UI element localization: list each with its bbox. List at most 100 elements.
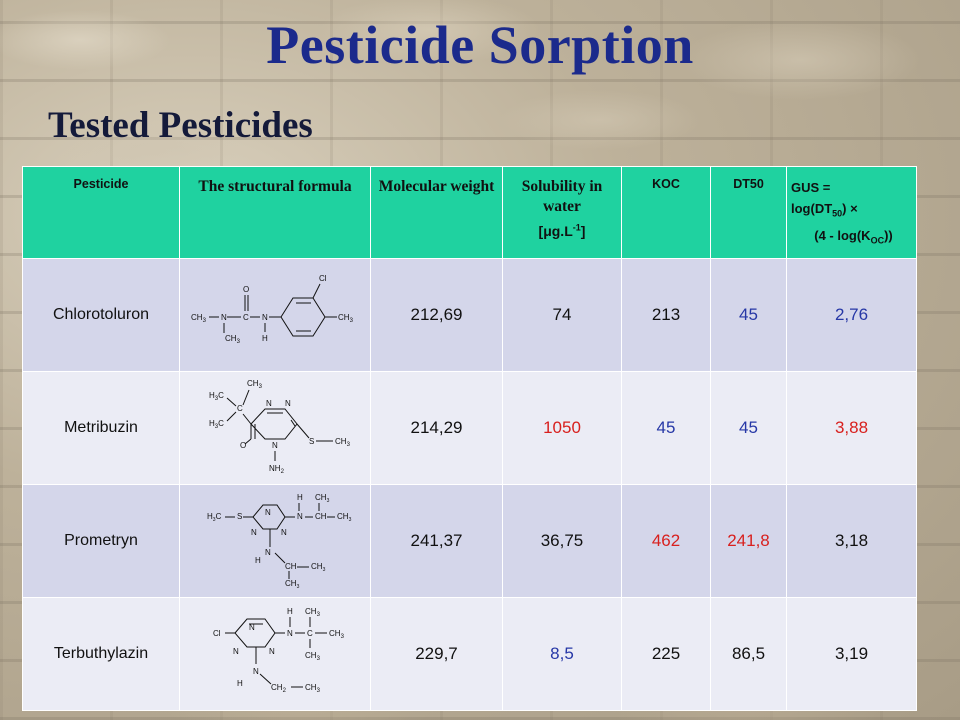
svg-text:CH3: CH3: [305, 607, 321, 618]
gus-line3-sub: OC: [870, 235, 885, 246]
svg-text:H: H: [297, 493, 303, 502]
header-solubility: Solubility in water [μg.L-1]: [502, 166, 622, 259]
header-gus: GUS = log(DT50) × (4 - log(KOC)): [786, 166, 917, 259]
structural-formula-prometryn: H3C S N N N N H CH CH3: [179, 484, 371, 598]
svg-text:Cl: Cl: [213, 629, 221, 638]
gus-line2-sub: 50: [832, 208, 843, 219]
svg-text:N: N: [233, 647, 239, 656]
svg-text:C: C: [243, 313, 249, 322]
molecular-weight: 229,7: [370, 597, 503, 711]
pesticide-name: Metribuzin: [22, 371, 180, 485]
svg-text:N: N: [297, 512, 303, 521]
structural-formula-terbuthylazin: Cl N N N N H C CH3 CH3: [179, 597, 371, 711]
table-header-row: Pesticide The structural formula Molecul…: [22, 166, 917, 259]
header-koc: KOC: [621, 166, 711, 259]
header-solubility-label: Solubility in water: [521, 178, 603, 215]
svg-text:CH3: CH3: [305, 683, 321, 694]
gus-line2-b: ) ×: [842, 201, 858, 216]
header-solubility-unit: [μg.L-1]: [538, 222, 586, 239]
gus-line2-a: log(DT: [791, 201, 833, 216]
header-structural-formula: The structural formula: [179, 166, 371, 259]
solubility: 1050: [502, 371, 622, 485]
page-title: Pesticide Sorption: [266, 15, 694, 75]
svg-text:O: O: [240, 441, 246, 450]
svg-text:Cl: Cl: [319, 274, 327, 283]
dt50: 241,8: [710, 484, 787, 598]
pesticide-name: Prometryn: [22, 484, 180, 598]
table-row: Metribuzin H3C H3C CH3 C N N O N: [22, 371, 917, 485]
svg-text:N: N: [272, 441, 278, 450]
dt50: 86,5: [710, 597, 787, 711]
svg-text:CH3: CH3: [305, 651, 321, 662]
gus-line3: (4 - log(KOC)): [791, 225, 916, 252]
svg-text:N: N: [221, 313, 227, 322]
table-row: Terbuthylazin Cl N N N N H C: [22, 597, 917, 711]
table-row: Chlorotoluron CH3 N CH3 C O N H: [22, 258, 917, 372]
table-row: Prometryn H3C S N N N N H CH: [22, 484, 917, 598]
koc: 45: [621, 371, 711, 485]
svg-text:CH3: CH3: [191, 313, 207, 324]
dt50: 45: [710, 371, 787, 485]
svg-text:CH3: CH3: [335, 437, 351, 448]
svg-text:N: N: [265, 508, 271, 517]
svg-text:CH3: CH3: [247, 379, 263, 390]
svg-text:N: N: [281, 528, 287, 537]
svg-text:S: S: [237, 512, 242, 521]
svg-text:NH2: NH2: [269, 464, 285, 475]
koc: 225: [621, 597, 711, 711]
molecular-weight: 241,37: [370, 484, 503, 598]
svg-text:H: H: [237, 679, 243, 688]
gus: 2,76: [786, 258, 917, 372]
svg-text:N: N: [285, 399, 291, 408]
svg-text:N: N: [287, 629, 293, 638]
svg-text:CH: CH: [315, 512, 327, 521]
structural-formula-metribuzin: H3C H3C CH3 C N N O N NH2: [179, 371, 371, 485]
header-dt50: DT50: [710, 166, 787, 259]
dt50: 45: [710, 258, 787, 372]
svg-text:CH3: CH3: [329, 629, 345, 640]
svg-text:CH3: CH3: [225, 334, 241, 345]
unit-text: [μg.L: [538, 222, 573, 239]
koc: 462: [621, 484, 711, 598]
svg-text:C: C: [307, 629, 313, 638]
metribuzin-structure-image: H3C H3C CH3 C N N O N NH2: [209, 379, 351, 475]
svg-text:CH3: CH3: [285, 579, 300, 589]
svg-text:CH3: CH3: [337, 512, 352, 523]
gus: 3,18: [786, 484, 917, 598]
gus-line3-b: )): [884, 227, 893, 243]
svg-text:S: S: [309, 437, 314, 446]
section-subtitle: Tested Pesticides: [48, 105, 313, 146]
molecular-weight: 212,69: [370, 258, 503, 372]
pesticide-name: Terbuthylazin: [22, 597, 180, 711]
svg-text:H3C: H3C: [209, 391, 224, 402]
pesticides-table: Pesticide The structural formula Molecul…: [22, 166, 917, 711]
header-pesticide: Pesticide: [22, 166, 180, 259]
svg-text:CH: CH: [285, 562, 297, 571]
header-molecular-weight: Molecular weight: [370, 166, 503, 259]
svg-text:CH3: CH3: [315, 493, 330, 504]
structural-formula-chlorotoluron: CH3 N CH3 C O N H Cl: [179, 258, 371, 372]
molecular-weight: 214,29: [370, 371, 503, 485]
svg-text:H: H: [287, 607, 293, 616]
unit-exponent: -1: [572, 222, 581, 232]
gus: 3,88: [786, 371, 917, 485]
solubility: 36,75: [502, 484, 622, 598]
svg-text:N: N: [265, 548, 271, 557]
svg-text:N: N: [262, 313, 268, 322]
svg-text:H: H: [255, 556, 261, 565]
svg-text:CH3: CH3: [311, 562, 326, 573]
svg-text:CH2: CH2: [271, 683, 287, 694]
gus: 3,19: [786, 597, 917, 711]
svg-text:N: N: [253, 667, 259, 676]
svg-text:O: O: [243, 285, 249, 294]
gus-line3-a: (4 - log(K: [814, 227, 871, 243]
svg-text:N: N: [249, 623, 255, 632]
koc: 213: [621, 258, 711, 372]
svg-text:N: N: [269, 647, 275, 656]
svg-text:N: N: [251, 528, 257, 537]
svg-text:N: N: [266, 399, 272, 408]
solubility: 74: [502, 258, 622, 372]
prometryn-structure-image: H3C S N N N N H CH CH3: [207, 493, 352, 590]
solubility: 8,5: [502, 597, 622, 711]
svg-text:H: H: [262, 334, 268, 343]
